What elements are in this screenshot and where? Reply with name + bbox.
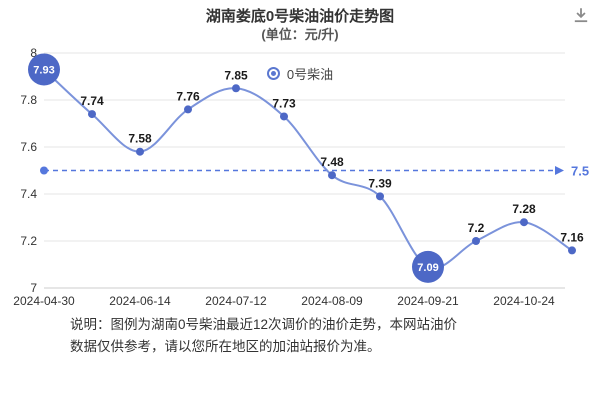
svg-text:7.6: 7.6	[20, 140, 37, 154]
svg-text:7.8: 7.8	[20, 93, 37, 107]
svg-text:2024-08-09: 2024-08-09	[301, 294, 363, 308]
svg-text:7.39: 7.39	[368, 176, 392, 190]
price-trend-chart[interactable]: 7 7.2 7.4 7.6 7.8 8 2024-04-30 2024-06-14 2024-0…	[0, 0, 600, 310]
svg-text:7.16: 7.16	[560, 230, 584, 244]
svg-text:2024-10-24: 2024-10-24	[493, 294, 555, 308]
description-line-2: 数据仅供参考，请以您所在地区的加油站报价为准。	[70, 339, 381, 354]
svg-text:7.48: 7.48	[320, 155, 344, 169]
svg-text:2024-06-14: 2024-06-14	[109, 294, 171, 308]
svg-text:7: 7	[30, 281, 37, 295]
svg-text:7.76: 7.76	[176, 89, 200, 103]
download-icon[interactable]	[572, 6, 590, 24]
svg-text:7.58: 7.58	[128, 132, 152, 146]
svg-text:2024-07-12: 2024-07-12	[205, 294, 267, 308]
chart-description: 说明：图例为湖南0号柴油最近12次调价的油价走势，本网站油价 数据仅供参考，请以…	[70, 314, 560, 358]
chart-legend[interactable]: 0号柴油	[0, 64, 600, 83]
svg-text:7.93: 7.93	[33, 64, 54, 76]
svg-text:7.28: 7.28	[512, 202, 536, 216]
description-line-1: 说明：图例为湖南0号柴油最近12次调价的油价走势，本网站油价	[70, 317, 458, 332]
legend-label: 0号柴油	[286, 67, 334, 82]
svg-text:7.74: 7.74	[80, 94, 104, 108]
svg-text:2024-04-30: 2024-04-30	[13, 294, 75, 308]
svg-text:2024-09-21: 2024-09-21	[397, 294, 459, 308]
svg-text:7.2: 7.2	[468, 221, 485, 235]
page-title: 湖南娄底0号柴油油价走势图	[205, 8, 395, 25]
svg-text:7.5: 7.5	[571, 164, 589, 179]
svg-text:7.09: 7.09	[417, 262, 438, 274]
svg-text:7.73: 7.73	[272, 96, 296, 110]
svg-text:8: 8	[30, 46, 37, 60]
svg-text:7.2: 7.2	[20, 234, 37, 248]
legend-marker-icon	[266, 67, 280, 80]
svg-text:7.4: 7.4	[20, 187, 37, 201]
page-subtitle: (单位：元/升)	[261, 27, 339, 42]
svg-text:7.85: 7.85	[224, 68, 248, 82]
